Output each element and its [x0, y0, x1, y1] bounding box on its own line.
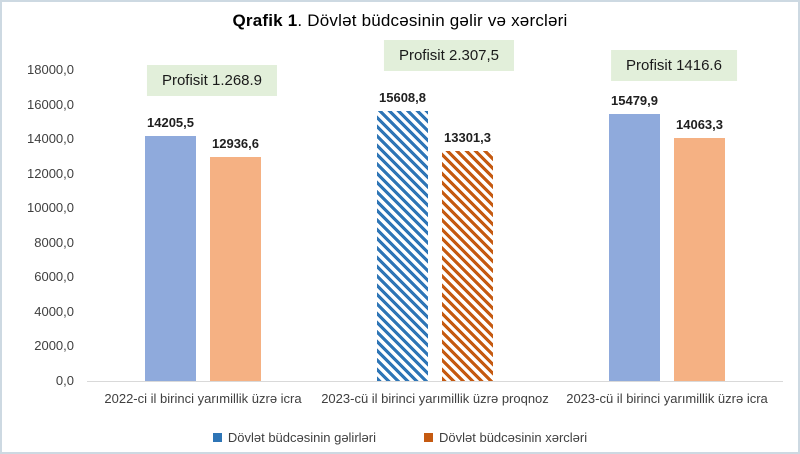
y-axis-tick-label: 4000,0	[34, 303, 74, 319]
legend-label: Dövlət büdcəsinin gəlirləri	[227, 430, 376, 445]
bar-series1-cat2	[377, 111, 428, 381]
bar-series2-cat1	[210, 157, 261, 381]
bar-value-label: 12936,6	[212, 136, 259, 152]
y-axis-tick-label: 0,0	[55, 373, 74, 388]
bar-value-label: 13301,3	[444, 130, 491, 146]
y-axis-tick-label: 12000,0	[27, 165, 74, 181]
y-axis-tick-label: 16000,0	[27, 96, 74, 112]
profisit-label: Profisit 1.268.9	[146, 65, 278, 96]
bar-series2-cat2	[442, 151, 493, 381]
y-axis-tick-label: 6000,0	[34, 269, 74, 285]
bar-series1-cat3	[609, 113, 660, 381]
y-axis-tick-label: 18000,0	[27, 62, 74, 77]
y-axis-tick-label: 14000,0	[27, 131, 74, 147]
profisit-label: Profisit 2.307,5	[383, 40, 515, 71]
legend-label: Dövlət büdcəsinin xərcləri	[439, 430, 588, 445]
legend-item: Dövlət büdcəsinin xərcləri	[424, 430, 587, 445]
chart-title-text: . Dövlət büdcəsinin gəlir və xərcləri	[297, 11, 568, 30]
legend-item: Dövlət büdcəsinin gəlirləri	[212, 430, 376, 445]
legend-marker-icon	[212, 433, 222, 442]
bar-series2-cat3	[674, 138, 725, 381]
x-axis-category-label: 2022-ci il birinci yarımillik üzrə icra	[104, 391, 302, 406]
bar-value-label: 14205,5	[147, 114, 194, 130]
y-axis-tick-label: 8000,0	[34, 234, 74, 250]
bar-value-label: 15479,9	[611, 92, 658, 108]
legend: Dövlət büdcəsinin gəlirləri Dövlət büdcəs…	[2, 430, 798, 445]
x-axis-category-label: 2023-cü il birinci yarımillik üzrə proqn…	[321, 391, 549, 406]
legend-marker-icon	[424, 433, 433, 442]
profisit-label: Profisit 1416.6	[611, 50, 737, 81]
y-axis-tick-label: 10000,0	[27, 200, 74, 216]
bar-series1-cat1	[145, 135, 196, 381]
x-axis-category-label: 2023-cü il birinci yarımillik üzrə icra	[566, 391, 768, 406]
chart-title-number: Qrafik 1	[232, 11, 298, 30]
bar-value-label: 14063,3	[676, 117, 723, 133]
y-axis-tick-label: 2000,0	[34, 338, 74, 354]
bar-value-label: 15608,8	[379, 90, 426, 106]
chart-title: Qrafik 1. Dövlət büdcəsinin gəlir və xər…	[2, 11, 798, 31]
x-axis-line	[87, 381, 783, 382]
